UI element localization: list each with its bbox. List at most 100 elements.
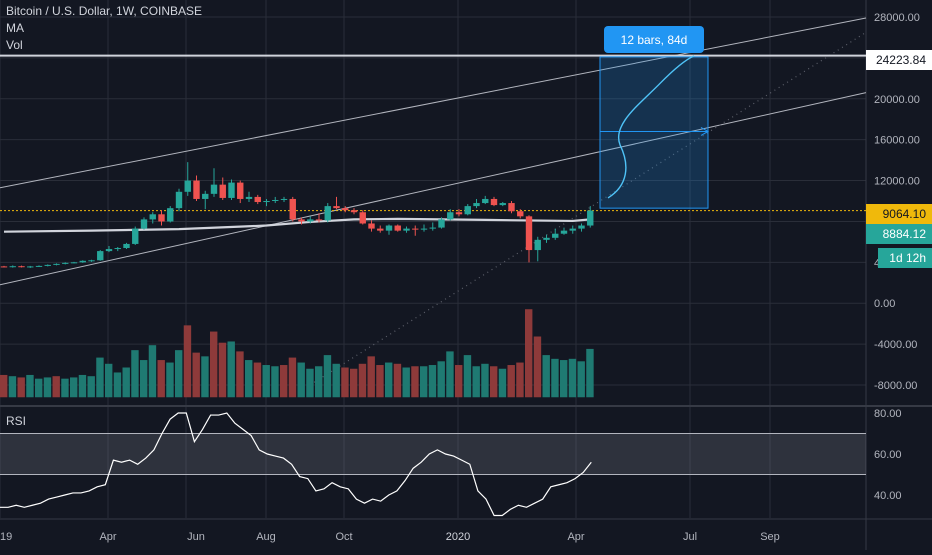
volume-bar	[525, 309, 533, 398]
volume-bar	[323, 355, 332, 398]
volume-bar	[490, 366, 498, 398]
volume-bar	[0, 374, 8, 398]
countdown-tag: 1d 12h	[878, 248, 932, 268]
candle-body	[123, 243, 130, 249]
candle-body	[62, 262, 69, 264]
candle-body	[237, 182, 244, 199]
candle-body	[210, 184, 218, 194]
candle-body	[132, 228, 139, 244]
rsi-band	[0, 433, 866, 475]
candle-body	[412, 228, 419, 230]
volume-bar	[96, 357, 104, 398]
candle-body	[333, 206, 340, 209]
volume-bar	[498, 368, 507, 398]
volume-bar	[227, 341, 235, 398]
rsi-line	[0, 412, 592, 517]
candle-body	[324, 206, 331, 221]
rsi-pane-bg	[0, 407, 866, 519]
candle-body	[219, 184, 226, 198]
candle-body	[508, 203, 515, 212]
volume-bar	[568, 358, 577, 398]
volume-bar	[437, 361, 445, 398]
volume-bar	[385, 362, 393, 398]
volume-bar	[26, 374, 34, 398]
volume-bar	[463, 355, 472, 398]
candle-body	[368, 223, 375, 229]
volume-bar	[113, 372, 122, 398]
candle-body	[184, 180, 191, 192]
volume-bar	[105, 363, 113, 398]
candle-body	[88, 260, 95, 262]
rsi-axis-tick: 80.00	[874, 408, 902, 420]
candle-body	[289, 198, 296, 220]
volume-bar	[332, 363, 340, 398]
volume-bar	[52, 376, 60, 398]
time-axis-tick: Apr	[99, 531, 116, 543]
candle-body	[254, 196, 261, 203]
candle-body	[447, 212, 454, 220]
price-axis-tick: -8000.00	[874, 380, 917, 392]
ma-price-tag: 8884.12	[866, 224, 932, 244]
volume-bar	[192, 352, 200, 398]
volume-bar	[420, 366, 428, 398]
candle-body	[149, 214, 156, 220]
volume-bar	[315, 366, 323, 398]
symbol-title[interactable]: Bitcoin / U.S. Dollar, 1W, COINBASE	[6, 4, 203, 18]
ma-line	[3, 217, 591, 233]
volume-bar	[43, 377, 52, 398]
volume-bar	[393, 363, 402, 398]
candle-body	[70, 262, 78, 264]
volume-bar	[402, 367, 410, 398]
volume-bar	[472, 366, 480, 398]
volume-bar	[586, 348, 594, 398]
time-axis-tick: Oct	[335, 531, 352, 543]
volume-bar	[280, 365, 288, 398]
candle-body	[27, 266, 34, 268]
volume-bar	[542, 355, 550, 398]
candle-body	[403, 228, 410, 231]
volume-bar	[157, 360, 165, 398]
volume-bar	[70, 377, 78, 398]
volume-bar	[358, 363, 367, 398]
time-axis-tick: Jun	[187, 531, 205, 543]
candle-body	[158, 214, 165, 222]
candle-body	[482, 198, 489, 204]
candle-body	[359, 212, 366, 224]
candle-body	[97, 251, 104, 261]
price-axis-tick: -4000.00	[874, 339, 917, 351]
volume-bar	[507, 365, 515, 398]
rsi-indicator-label[interactable]: RSI	[6, 414, 27, 428]
candle-body	[79, 260, 86, 263]
price-axis-tick: 28000.00	[874, 12, 920, 24]
volume-bar	[122, 367, 130, 398]
candle-body	[464, 206, 471, 215]
volume-bar	[210, 331, 218, 398]
volume-bar	[78, 374, 87, 398]
volume-bar	[35, 378, 43, 398]
volume-bar	[411, 366, 419, 398]
candle-body	[53, 263, 60, 265]
volume-bar	[481, 363, 489, 398]
indicator-vol-label[interactable]: Vol	[6, 38, 23, 52]
volume-bar	[201, 356, 209, 398]
candle-body	[569, 228, 576, 231]
candle-body	[499, 203, 506, 206]
channel-upper-line	[0, 17, 867, 189]
volume-bar	[428, 365, 437, 398]
volume-bar	[8, 376, 17, 398]
candle-body	[342, 208, 349, 211]
projection-range-box	[599, 56, 709, 209]
date-price-range-label[interactable]: 12 bars, 84d	[604, 26, 704, 53]
volume-bar	[341, 367, 349, 398]
candle-body	[18, 266, 25, 268]
volume-bar	[350, 368, 358, 398]
candle-body	[560, 230, 568, 234]
candle-body	[307, 219, 314, 222]
candle-body	[193, 180, 200, 199]
rsi-axis-tick: 60.00	[874, 449, 902, 461]
indicator-ma-label[interactable]: MA	[6, 21, 24, 35]
candle-body	[315, 219, 323, 221]
main-pane-bg	[0, 0, 866, 405]
candle-body	[228, 182, 235, 198]
